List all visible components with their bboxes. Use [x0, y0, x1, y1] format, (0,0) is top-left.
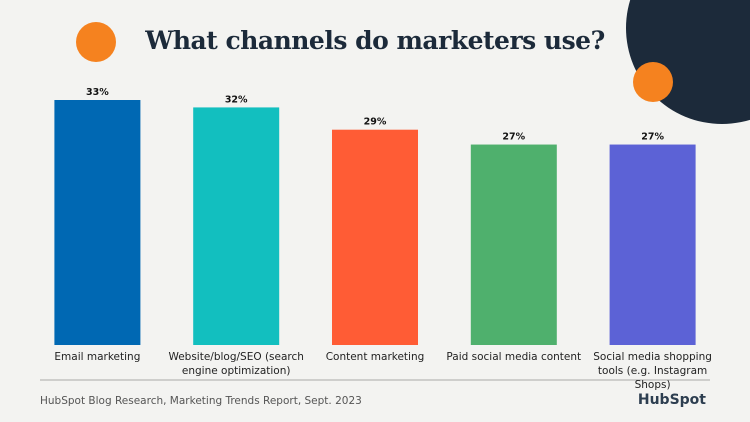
bar [54, 100, 141, 345]
bar [193, 107, 280, 345]
x-tick-label: Website/blog/SEO (search engine optimiza… [168, 351, 304, 377]
value-label: 32% [225, 94, 248, 105]
value-label: 29% [364, 117, 387, 128]
decor-circle [626, 0, 750, 124]
value-label: 33% [86, 87, 109, 98]
logo: HubSpot [637, 392, 706, 408]
x-tick-label: Email marketing [54, 351, 141, 363]
value-label: 27% [502, 132, 525, 143]
source: HubSpot Blog Research, Marketing Trends … [40, 395, 362, 407]
chart-title: What channels do marketers use? [145, 26, 605, 55]
bar [609, 144, 696, 345]
x-tick-label: Content marketing [325, 351, 425, 363]
x-tick-label: Paid social media content [446, 351, 582, 363]
decor-circle [76, 22, 116, 62]
bar [332, 129, 418, 345]
value-label: 27% [641, 132, 664, 143]
decor-circle [633, 62, 673, 102]
x-tick-label: Social media shopping tools (e.g. Instag… [593, 351, 712, 391]
bar [470, 144, 557, 345]
